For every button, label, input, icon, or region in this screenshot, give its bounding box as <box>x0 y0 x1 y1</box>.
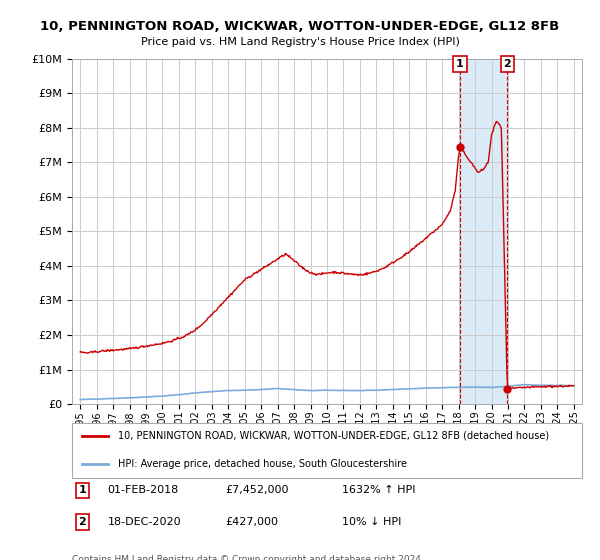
Text: 2: 2 <box>503 59 511 69</box>
Text: £427,000: £427,000 <box>225 517 278 528</box>
Text: 1: 1 <box>79 486 86 496</box>
Text: 10, PENNINGTON ROAD, WICKWAR, WOTTON-UNDER-EDGE, GL12 8FB: 10, PENNINGTON ROAD, WICKWAR, WOTTON-UND… <box>40 20 560 32</box>
Text: 01-FEB-2018: 01-FEB-2018 <box>108 486 179 496</box>
FancyBboxPatch shape <box>72 423 582 478</box>
Bar <box>460 59 508 404</box>
Text: 1632% ↑ HPI: 1632% ↑ HPI <box>342 486 416 496</box>
Text: Price paid vs. HM Land Registry's House Price Index (HPI): Price paid vs. HM Land Registry's House … <box>140 37 460 47</box>
Text: 10% ↓ HPI: 10% ↓ HPI <box>342 517 401 528</box>
Text: HPI: Average price, detached house, South Gloucestershire: HPI: Average price, detached house, Sout… <box>118 459 407 469</box>
Text: Contains HM Land Registry data © Crown copyright and database right 2024.
This d: Contains HM Land Registry data © Crown c… <box>72 556 424 560</box>
Text: 1: 1 <box>456 59 464 69</box>
Text: £7,452,000: £7,452,000 <box>225 486 289 496</box>
Text: 10, PENNINGTON ROAD, WICKWAR, WOTTON-UNDER-EDGE, GL12 8FB (detached house): 10, PENNINGTON ROAD, WICKWAR, WOTTON-UND… <box>118 431 549 441</box>
Text: 18-DEC-2020: 18-DEC-2020 <box>108 517 181 528</box>
Text: 2: 2 <box>79 517 86 528</box>
